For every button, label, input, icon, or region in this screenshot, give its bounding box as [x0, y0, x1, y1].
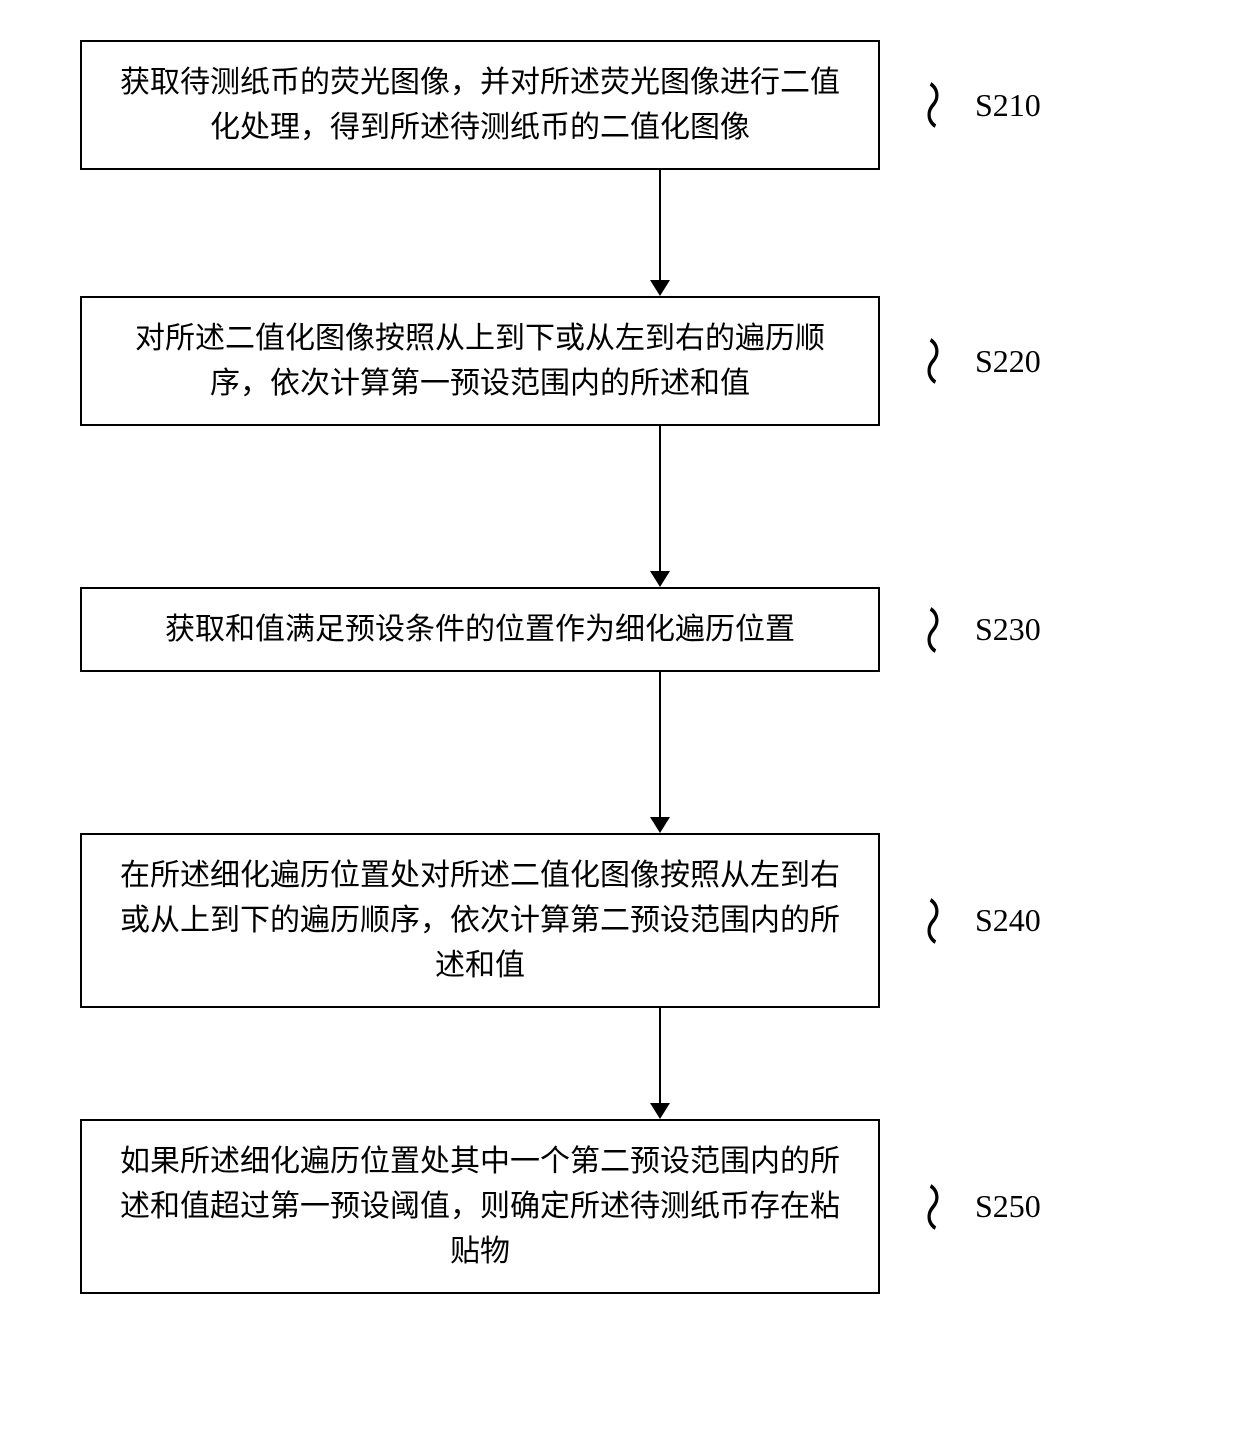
connector-s250: 〜 S250 — [910, 1171, 1041, 1243]
arrow-s220-s230 — [260, 426, 1060, 587]
step-label-s240: S240 — [975, 902, 1041, 939]
curve-connector-icon: 〜 — [906, 1182, 964, 1232]
arrow-head-icon — [650, 280, 670, 296]
connector-s240: 〜 S240 — [910, 885, 1041, 957]
connector-s220: 〜 S220 — [910, 325, 1041, 397]
connector-s210: 〜 S210 — [910, 69, 1041, 141]
flowchart-node-s230: 获取和值满足预设条件的位置作为细化遍历位置 — [80, 587, 880, 672]
step-label-s230: S230 — [975, 611, 1041, 648]
node-text-s210: 获取待测纸币的荧光图像，并对所述荧光图像进行二值化处理，得到所述待测纸币的二值化… — [112, 60, 848, 150]
arrow-line — [659, 672, 661, 817]
flowchart-node-s240: 在所述细化遍历位置处对所述二值化图像按照从左到右或从上到下的遍历顺序，依次计算第… — [80, 833, 880, 1008]
step-row-s210: 获取待测纸币的荧光图像，并对所述荧光图像进行二值化处理，得到所述待测纸币的二值化… — [80, 40, 1240, 170]
arrow-line — [659, 426, 661, 571]
connector-s230: 〜 S230 — [910, 594, 1041, 666]
arrow-s210-s220 — [260, 170, 1060, 296]
step-row-s250: 如果所述细化遍历位置处其中一个第二预设范围内的所述和值超过第一预设阈值，则确定所… — [80, 1119, 1240, 1294]
arrow-head-icon — [650, 571, 670, 587]
arrow-line — [659, 1008, 661, 1103]
step-label-s210: S210 — [975, 87, 1041, 124]
step-row-s240: 在所述细化遍历位置处对所述二值化图像按照从左到右或从上到下的遍历顺序，依次计算第… — [80, 833, 1240, 1008]
arrow-s240-s250 — [260, 1008, 1060, 1119]
node-text-s250: 如果所述细化遍历位置处其中一个第二预设范围内的所述和值超过第一预设阈值，则确定所… — [112, 1139, 848, 1274]
curve-connector-icon: 〜 — [906, 336, 964, 386]
node-text-s240: 在所述细化遍历位置处对所述二值化图像按照从左到右或从上到下的遍历顺序，依次计算第… — [112, 853, 848, 988]
step-row-s220: 对所述二值化图像按照从上到下或从左到右的遍历顺序，依次计算第一预设范围内的所述和… — [80, 296, 1240, 426]
arrow-line — [659, 170, 661, 280]
arrow-head-icon — [650, 1103, 670, 1119]
flowchart-node-s210: 获取待测纸币的荧光图像，并对所述荧光图像进行二值化处理，得到所述待测纸币的二值化… — [80, 40, 880, 170]
arrow-head-icon — [650, 817, 670, 833]
curve-connector-icon: 〜 — [906, 80, 964, 130]
flowchart-node-s250: 如果所述细化遍历位置处其中一个第二预设范围内的所述和值超过第一预设阈值，则确定所… — [80, 1119, 880, 1294]
curve-connector-icon: 〜 — [906, 896, 964, 946]
flowchart-container: 获取待测纸币的荧光图像，并对所述荧光图像进行二值化处理，得到所述待测纸币的二值化… — [0, 0, 1240, 1294]
step-row-s230: 获取和值满足预设条件的位置作为细化遍历位置 〜 S230 — [80, 587, 1240, 672]
node-text-s220: 对所述二值化图像按照从上到下或从左到右的遍历顺序，依次计算第一预设范围内的所述和… — [112, 316, 848, 406]
step-label-s250: S250 — [975, 1188, 1041, 1225]
arrow-s230-s240 — [260, 672, 1060, 833]
node-text-s230: 获取和值满足预设条件的位置作为细化遍历位置 — [165, 607, 795, 652]
curve-connector-icon: 〜 — [906, 605, 964, 655]
flowchart-node-s220: 对所述二值化图像按照从上到下或从左到右的遍历顺序，依次计算第一预设范围内的所述和… — [80, 296, 880, 426]
step-label-s220: S220 — [975, 343, 1041, 380]
